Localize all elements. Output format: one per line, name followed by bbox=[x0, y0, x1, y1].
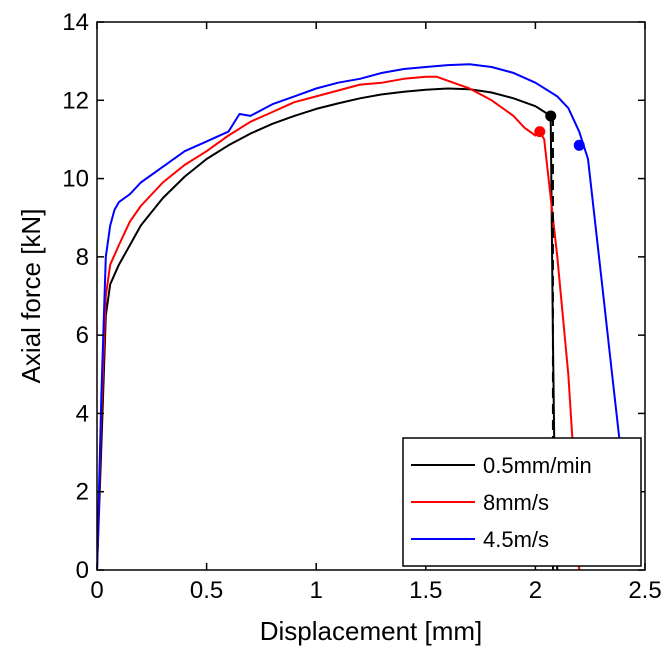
x-axis-title: Displacement [mm] bbox=[260, 616, 483, 646]
y-tick-label: 14 bbox=[62, 9, 89, 36]
y-tick-label: 10 bbox=[62, 166, 89, 193]
axis-ticks: 0 0.5 1 1.5 2 2.5 0 2 4 6 8 10 12 14 bbox=[62, 9, 661, 604]
legend-label-2: 8mm/s bbox=[483, 490, 549, 515]
y-axis-title: Axial force [kN] bbox=[16, 209, 46, 384]
y-tick-label: 0 bbox=[76, 557, 89, 584]
fracture-marker-3 bbox=[573, 139, 585, 151]
y-tick-label: 12 bbox=[62, 87, 89, 114]
series-line-1 bbox=[97, 87, 559, 570]
plot-frame bbox=[96, 21, 646, 571]
y-tick-label: 8 bbox=[76, 244, 89, 271]
y-tick-label: 4 bbox=[76, 400, 89, 427]
x-tick-label: 0.5 bbox=[190, 577, 223, 604]
fracture-marker-1 bbox=[545, 110, 557, 122]
fracture-marker-2 bbox=[534, 126, 546, 138]
series-layer bbox=[97, 63, 629, 570]
x-tick-label: 1.5 bbox=[409, 577, 442, 604]
legend-label-3: 4.5m/s bbox=[483, 527, 549, 552]
fracture-markers bbox=[534, 110, 585, 151]
x-tick-label: 1 bbox=[310, 577, 323, 604]
y-tick-label: 6 bbox=[76, 322, 89, 349]
x-tick-label: 0 bbox=[90, 577, 103, 604]
legend-label-1: 0.5mm/min bbox=[483, 453, 592, 478]
x-tick-label: 2.5 bbox=[628, 577, 661, 604]
x-tick-label: 2 bbox=[529, 577, 542, 604]
legend: 0.5mm/min 8mm/s 4.5m/s bbox=[402, 437, 642, 567]
series-line-3 bbox=[97, 63, 629, 570]
y-tick-label: 2 bbox=[76, 479, 89, 506]
